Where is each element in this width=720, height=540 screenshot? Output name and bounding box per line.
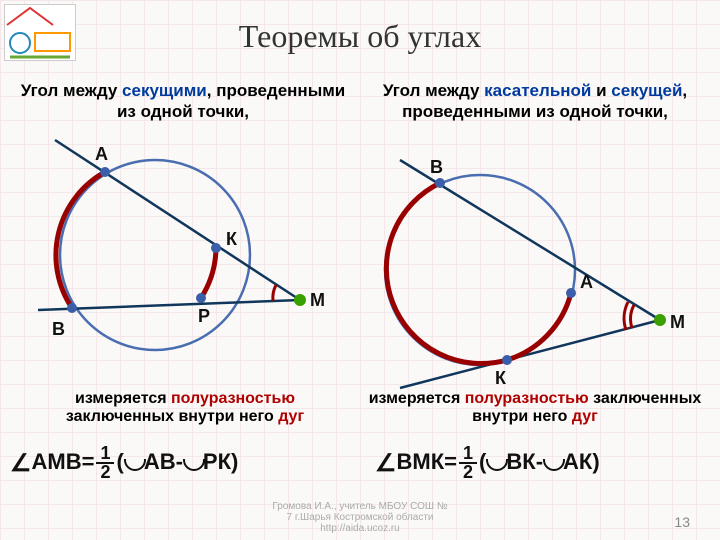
page-number: 13 [674,514,690,530]
left-caption: измеряется полуразностью заключенных вну… [20,390,350,426]
right-subtitle: Угол между касательной и секущей, провед… [365,80,705,123]
right-formula: ∠ВМК=12(ВК-АК) [375,445,600,481]
left-formula: ∠АМВ=12(АВ-РК) [10,445,238,481]
footer-credit: Громова И.А., учитель МБОУ СОШ № 7 г.Шар… [0,501,720,534]
left-subtitle: Угол между секущими, проведенными из одн… [18,80,348,123]
right-caption: измеряется полуразностью заключенных вну… [365,390,705,426]
page-title: Теоремы об углах [0,18,720,55]
